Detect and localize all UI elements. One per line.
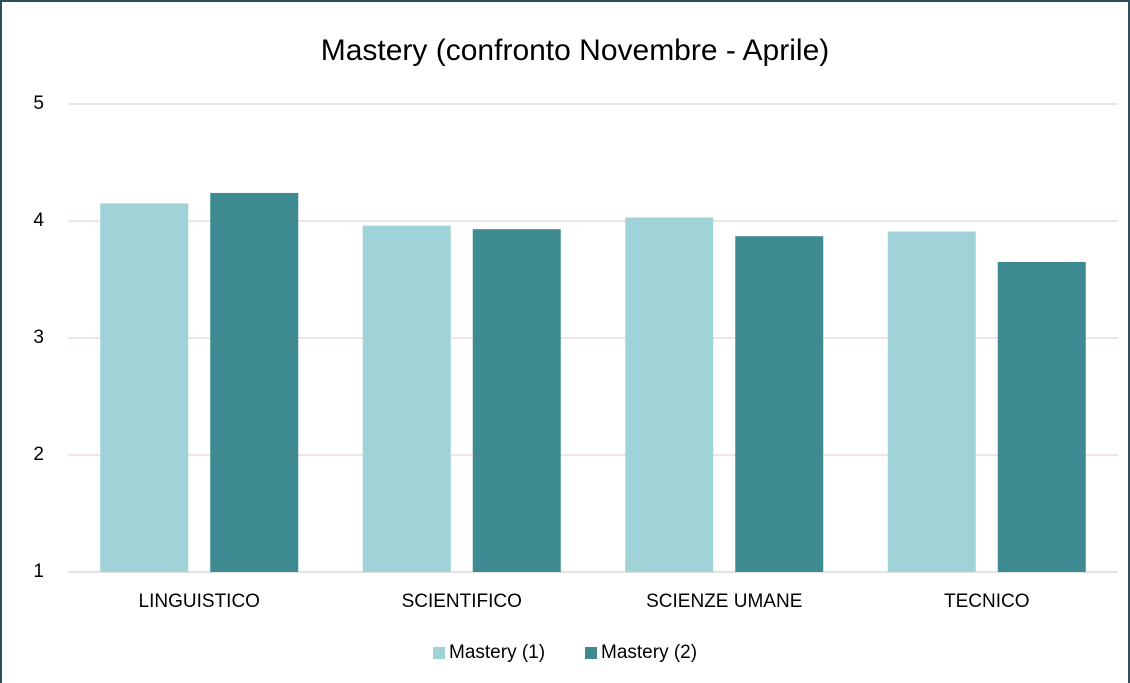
- y-tick-label: 4: [33, 210, 44, 231]
- y-tick-label: 1: [33, 561, 44, 582]
- y-tick-label: 5: [33, 93, 44, 114]
- y-tick-label: 2: [33, 444, 44, 465]
- bar: [210, 192, 299, 573]
- bar: [887, 231, 976, 572]
- legend-swatch: [585, 647, 597, 659]
- y-tick-label: 3: [33, 327, 44, 348]
- legend-swatch: [433, 647, 445, 659]
- bar: [997, 261, 1086, 572]
- bar: [735, 236, 824, 572]
- x-tick-label: SCIENTIFICO: [402, 591, 522, 612]
- x-tick-label: TECNICO: [944, 591, 1030, 612]
- x-tick-label: SCIENZE UMANE: [646, 591, 802, 612]
- bar: [472, 229, 561, 572]
- legend-label: Mastery (1): [449, 642, 545, 663]
- bar: [625, 217, 714, 573]
- chart-title: Mastery (confronto Novembre - Aprile): [321, 34, 830, 67]
- bar: [362, 225, 451, 572]
- bar: [100, 203, 189, 572]
- legend-label: Mastery (2): [601, 642, 697, 663]
- x-tick-label: LINGUISTICO: [139, 591, 260, 612]
